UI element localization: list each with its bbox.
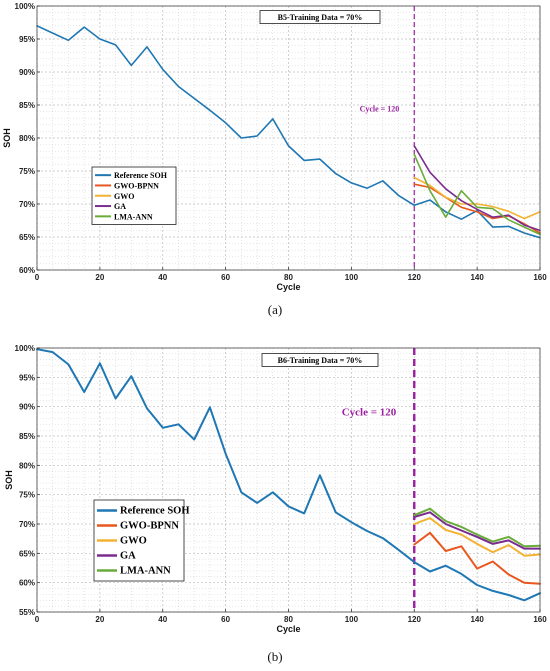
- chart-a-grid: [36, 5, 541, 271]
- x-tick-label: 160: [533, 273, 547, 282]
- x-tick-label: 20: [95, 273, 104, 282]
- chart-panel-b: 0 20 40 60 80 100 120 140 160 55% 60% 65% 70% 75% 80% 8…: [4, 344, 547, 664]
- x-tick-label: 160: [533, 615, 547, 624]
- chart-b-title: B6-Training Data = 70%: [278, 356, 363, 365]
- legend-label-reference-soh: Reference SOH: [120, 506, 190, 517]
- x-tick-label: 0: [35, 273, 40, 282]
- legend-label-ga: GA: [114, 202, 126, 211]
- x-tick-label: 100: [345, 615, 359, 624]
- series-line-ga: [413, 511, 541, 550]
- chart-a-title: B5-Training Data = 70%: [278, 13, 363, 22]
- y-tick-label: 60%: [19, 579, 35, 588]
- x-tick-label: 100: [345, 273, 359, 282]
- chart-a-ticks: 0 20 40 60 80 100 120 140 160 60% 65% 70% 75% 80% 85% 9…: [15, 2, 548, 282]
- x-tick-label: 40: [158, 615, 167, 624]
- x-tick-label: 120: [408, 615, 422, 624]
- legend-label-reference-soh: Reference SOH: [114, 171, 168, 180]
- chart-b-y-axis-label: SOH: [4, 470, 14, 490]
- chart-b-title-box: B6-Training Data = 70%: [261, 353, 379, 367]
- x-tick-label: 140: [470, 615, 484, 624]
- series-line-gwo: [413, 517, 541, 557]
- chart-b-series: [36, 348, 541, 612]
- y-tick-label: 95%: [19, 35, 35, 44]
- series-line-ga: [413, 145, 541, 232]
- y-tick-label: 80%: [19, 461, 35, 470]
- y-tick-label: 85%: [19, 432, 35, 441]
- y-tick-label: 90%: [19, 68, 35, 77]
- legend-label-gwo: GWO: [120, 536, 147, 547]
- y-tick-label: 70%: [19, 200, 35, 209]
- legend-label-lma-ann: LMA-ANN: [114, 212, 153, 221]
- x-tick-label: 60: [221, 615, 230, 624]
- x-tick-label: 60: [221, 273, 230, 282]
- y-tick-label: 75%: [19, 167, 35, 176]
- series-line-gwo: [413, 176, 541, 220]
- chart-b-legend: Reference SOH GWO-BPNN GWO GA LMA-ANN: [93, 499, 190, 582]
- y-tick-label: 85%: [19, 101, 35, 110]
- series-line-reference-soh: [36, 24, 541, 239]
- x-tick-label: 20: [95, 615, 104, 624]
- chart-panel-a: 0 20 40 60 80 100 120 140 160 60% 65% 70% 75% 80% 85% 9…: [2, 2, 547, 317]
- chart-a-x-axis-label: Cycle: [276, 282, 300, 292]
- series-line-gwo-bpnn: [413, 531, 541, 585]
- legend-label-ga: GA: [120, 551, 136, 562]
- y-tick-label: 65%: [19, 549, 35, 558]
- y-tick-label: 60%: [19, 266, 35, 275]
- chart-a-y-axis-label: SOH: [2, 128, 12, 148]
- y-tick-label: 55%: [19, 608, 35, 617]
- legend-label-lma-ann: LMA-ANN: [120, 566, 171, 577]
- legend-label-gwo: GWO: [114, 192, 134, 201]
- y-tick-label: 80%: [19, 134, 35, 143]
- series-line-lma-ann: [413, 507, 541, 548]
- chart-a-title-box: B5-Training Data = 70%: [259, 10, 381, 24]
- chart-a-cycle-annotation: Cycle = 120: [360, 105, 400, 114]
- chart-a-series: [36, 6, 541, 270]
- y-tick-label: 65%: [19, 233, 35, 242]
- y-tick-label: 100%: [15, 2, 35, 11]
- y-tick-label: 95%: [19, 373, 35, 382]
- legend-label-gwo-bpnn: GWO-BPNN: [114, 181, 159, 190]
- y-tick-label: 90%: [19, 403, 35, 412]
- chart-b-caption: (b): [267, 649, 282, 664]
- series-line-lma-ann: [413, 153, 541, 236]
- legend-label-gwo-bpnn: GWO-BPNN: [120, 521, 179, 532]
- x-tick-label: 120: [408, 273, 422, 282]
- y-tick-label: 70%: [19, 520, 35, 529]
- chart-b-ticks: 0 20 40 60 80 100 120 140 160 55% 60% 65% 70% 75% 80% 8…: [15, 344, 548, 624]
- chart-b-x-axis-label: Cycle: [276, 624, 300, 634]
- x-tick-label: 40: [158, 273, 167, 282]
- series-line-reference-soh: [36, 348, 541, 602]
- x-tick-label: 140: [470, 273, 484, 282]
- y-tick-label: 100%: [15, 344, 35, 353]
- x-tick-label: 80: [284, 615, 293, 624]
- x-tick-label: 0: [35, 615, 40, 624]
- y-tick-label: 75%: [19, 491, 35, 500]
- chart-a-caption: (a): [268, 302, 282, 317]
- x-tick-label: 80: [284, 273, 293, 282]
- chart-b-cycle-annotation: Cycle = 120: [342, 406, 397, 418]
